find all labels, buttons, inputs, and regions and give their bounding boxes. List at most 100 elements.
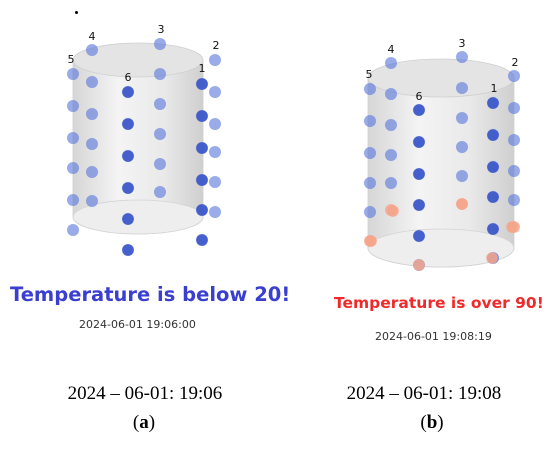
panel-b-timestamp: 2024-06-01 19:08:19	[375, 330, 492, 343]
sensor-dot-hot	[456, 198, 468, 210]
cylinder-bottom	[367, 228, 515, 268]
sensor-dot	[507, 69, 521, 83]
sensor-dot	[455, 169, 469, 183]
sensor-dot-hot	[506, 221, 518, 233]
column-label: 2	[213, 39, 220, 52]
sensor-dot	[153, 185, 167, 199]
sensor-dot	[384, 87, 398, 101]
sensor-dot	[412, 167, 426, 181]
sensor-dot	[85, 165, 99, 179]
panel-a-label: (a)	[132, 412, 156, 433]
sensor-dot	[66, 223, 80, 237]
sensor-dot	[195, 141, 209, 155]
sensor-dot	[486, 96, 500, 110]
sensor-dot	[208, 117, 222, 131]
sensor-dot	[384, 148, 398, 162]
column-label: 5	[68, 53, 75, 66]
sensor-dot-hot	[387, 205, 399, 217]
sensor-dot	[486, 190, 500, 204]
panel-a-letter: a	[139, 412, 149, 433]
panel-b-cylinder: 1 2 3 4 5 6	[363, 37, 521, 272]
sensor-dot	[66, 67, 80, 81]
sensor-column-4	[85, 43, 99, 208]
column-label: 6	[416, 90, 423, 103]
sensor-dot	[121, 117, 135, 131]
sensor-dot	[85, 43, 99, 57]
sensor-dot	[208, 205, 222, 219]
sensor-dot	[195, 233, 209, 247]
sensor-column-3	[153, 37, 167, 199]
sensor-dot	[85, 107, 99, 121]
column-label: 3	[158, 23, 165, 36]
sensor-dot	[412, 103, 426, 117]
sensor-dot	[208, 145, 222, 159]
sensor-dot	[121, 149, 135, 163]
panel-b-label: (b)	[420, 412, 444, 433]
sensor-dot	[121, 181, 135, 195]
sensor-dot	[486, 222, 500, 236]
sensor-dot	[384, 176, 398, 190]
sensor-dot	[507, 193, 521, 207]
panel-b-letter: b	[426, 412, 438, 433]
sensor-dot	[66, 131, 80, 145]
panel-a-cylinder: 12 3 4 5 6	[66, 23, 222, 257]
column-label: 5	[366, 68, 373, 81]
sensor-dot	[455, 111, 469, 125]
sensor-dot	[85, 194, 99, 208]
sensor-dot	[195, 173, 209, 187]
panel-a-status-message: Temperature is below 20!	[10, 283, 291, 306]
cylinder-shape	[72, 42, 204, 235]
sensor-dot-hot	[486, 252, 498, 264]
sensor-dot	[66, 193, 80, 207]
sensor-dot	[455, 50, 469, 64]
panel-b-caption: 2024 – 06-01: 19:08	[346, 383, 502, 404]
sensor-dot	[208, 175, 222, 189]
column-label: 2	[512, 56, 519, 69]
sensor-dot	[363, 114, 377, 128]
sensor-dot	[121, 243, 135, 257]
column-label: 1	[491, 82, 498, 95]
sensor-dot	[363, 146, 377, 160]
sensor-dot	[486, 160, 500, 174]
sensor-dot	[66, 161, 80, 175]
sensor-dot	[412, 198, 426, 212]
sensor-dot	[85, 75, 99, 89]
sensor-column-5	[66, 67, 80, 237]
sensor-dot	[507, 133, 521, 147]
sensor-dot	[363, 176, 377, 190]
sensor-dot	[412, 135, 426, 149]
sensor-dot	[384, 118, 398, 132]
sensor-dot-hot	[413, 259, 425, 271]
sensor-dot	[153, 37, 167, 51]
sensor-dot	[507, 164, 521, 178]
panel-b-status-message: Temperature is over 90!	[334, 294, 544, 312]
sensor-dot	[153, 157, 167, 171]
sensor-dot	[121, 85, 135, 99]
sensor-dot	[195, 77, 209, 91]
panel-a-caption: 2024 – 06-01: 19:06	[67, 383, 223, 404]
sensor-dot	[384, 56, 398, 70]
sensor-dot	[85, 137, 99, 151]
sensor-dot	[507, 101, 521, 115]
sensor-column-2	[208, 53, 222, 219]
sensor-dot	[195, 203, 209, 217]
sensor-dot	[153, 67, 167, 81]
column-label: 1	[199, 62, 206, 75]
sensor-dot	[208, 53, 222, 67]
column-label: 3	[459, 37, 466, 50]
sensor-dot	[153, 127, 167, 141]
cylinder-bottom	[72, 199, 204, 235]
sensor-dot	[412, 229, 426, 243]
sensor-dot	[363, 205, 377, 219]
sensor-dot	[208, 85, 222, 99]
sensor-dot	[121, 212, 135, 226]
panel-a-timestamp: 2024-06-01 19:06:00	[79, 318, 196, 331]
sensor-dot	[66, 99, 80, 113]
cylinder-shape	[367, 58, 515, 268]
cylinder-top	[72, 42, 204, 78]
column-label: 4	[388, 43, 395, 56]
sensor-dot	[153, 97, 167, 111]
sensor-dot	[455, 81, 469, 95]
sensor-dot	[486, 128, 500, 142]
